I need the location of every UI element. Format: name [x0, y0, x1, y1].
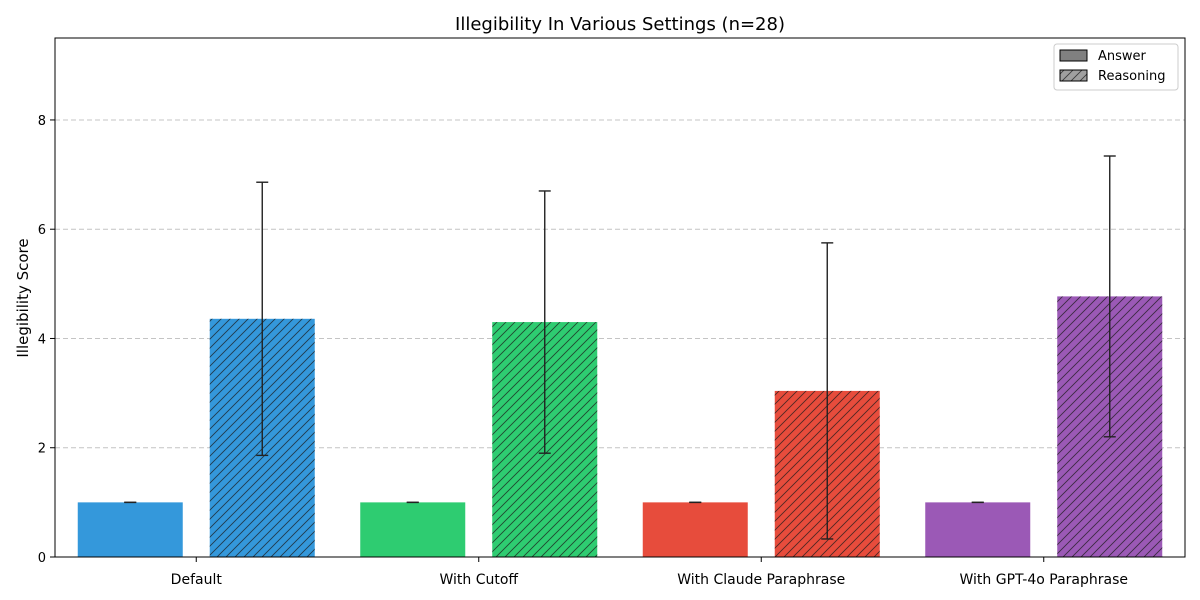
legend: Answer Reasoning [1053, 43, 1179, 91]
x-tick-label: Default [171, 572, 223, 588]
y-tick-label: 8 [38, 114, 46, 129]
error-bars [124, 155, 1116, 540]
x-ticks: Default With Cutoff With Claude Paraphrase… [171, 557, 1128, 588]
bar-answer [642, 502, 748, 557]
bar-answer [77, 502, 183, 557]
y-tick-label: 6 [38, 223, 46, 238]
x-tick-label: With GPT-4o Paraphrase [960, 572, 1129, 588]
bars [77, 296, 1163, 557]
error-bar-reasoning [538, 190, 551, 454]
legend-label-answer: Answer [1098, 49, 1147, 64]
legend-label-reasoning: Reasoning [1098, 69, 1165, 84]
bar-answer [360, 502, 466, 557]
y-tick-label: 2 [38, 442, 46, 457]
y-tick-label: 4 [38, 332, 46, 347]
y-ticks: 0 2 4 6 8 [38, 114, 55, 566]
y-axis-label: Illegibility Score [14, 238, 32, 357]
plot-frame [54, 37, 1186, 558]
chart-title: Illegibility In Various Settings (n=28) [455, 14, 785, 35]
error-bar-reasoning [821, 242, 834, 540]
x-tick-label: With Claude Paraphrase [677, 572, 845, 588]
x-tick-label: With Cutoff [439, 572, 518, 588]
legend-swatch-answer [1059, 49, 1088, 62]
legend-swatch-reasoning [1059, 69, 1088, 82]
y-tick-label: 0 [38, 551, 46, 566]
error-bar-reasoning [256, 181, 269, 457]
bar-answer [925, 502, 1031, 557]
error-bar-reasoning [1103, 155, 1116, 438]
